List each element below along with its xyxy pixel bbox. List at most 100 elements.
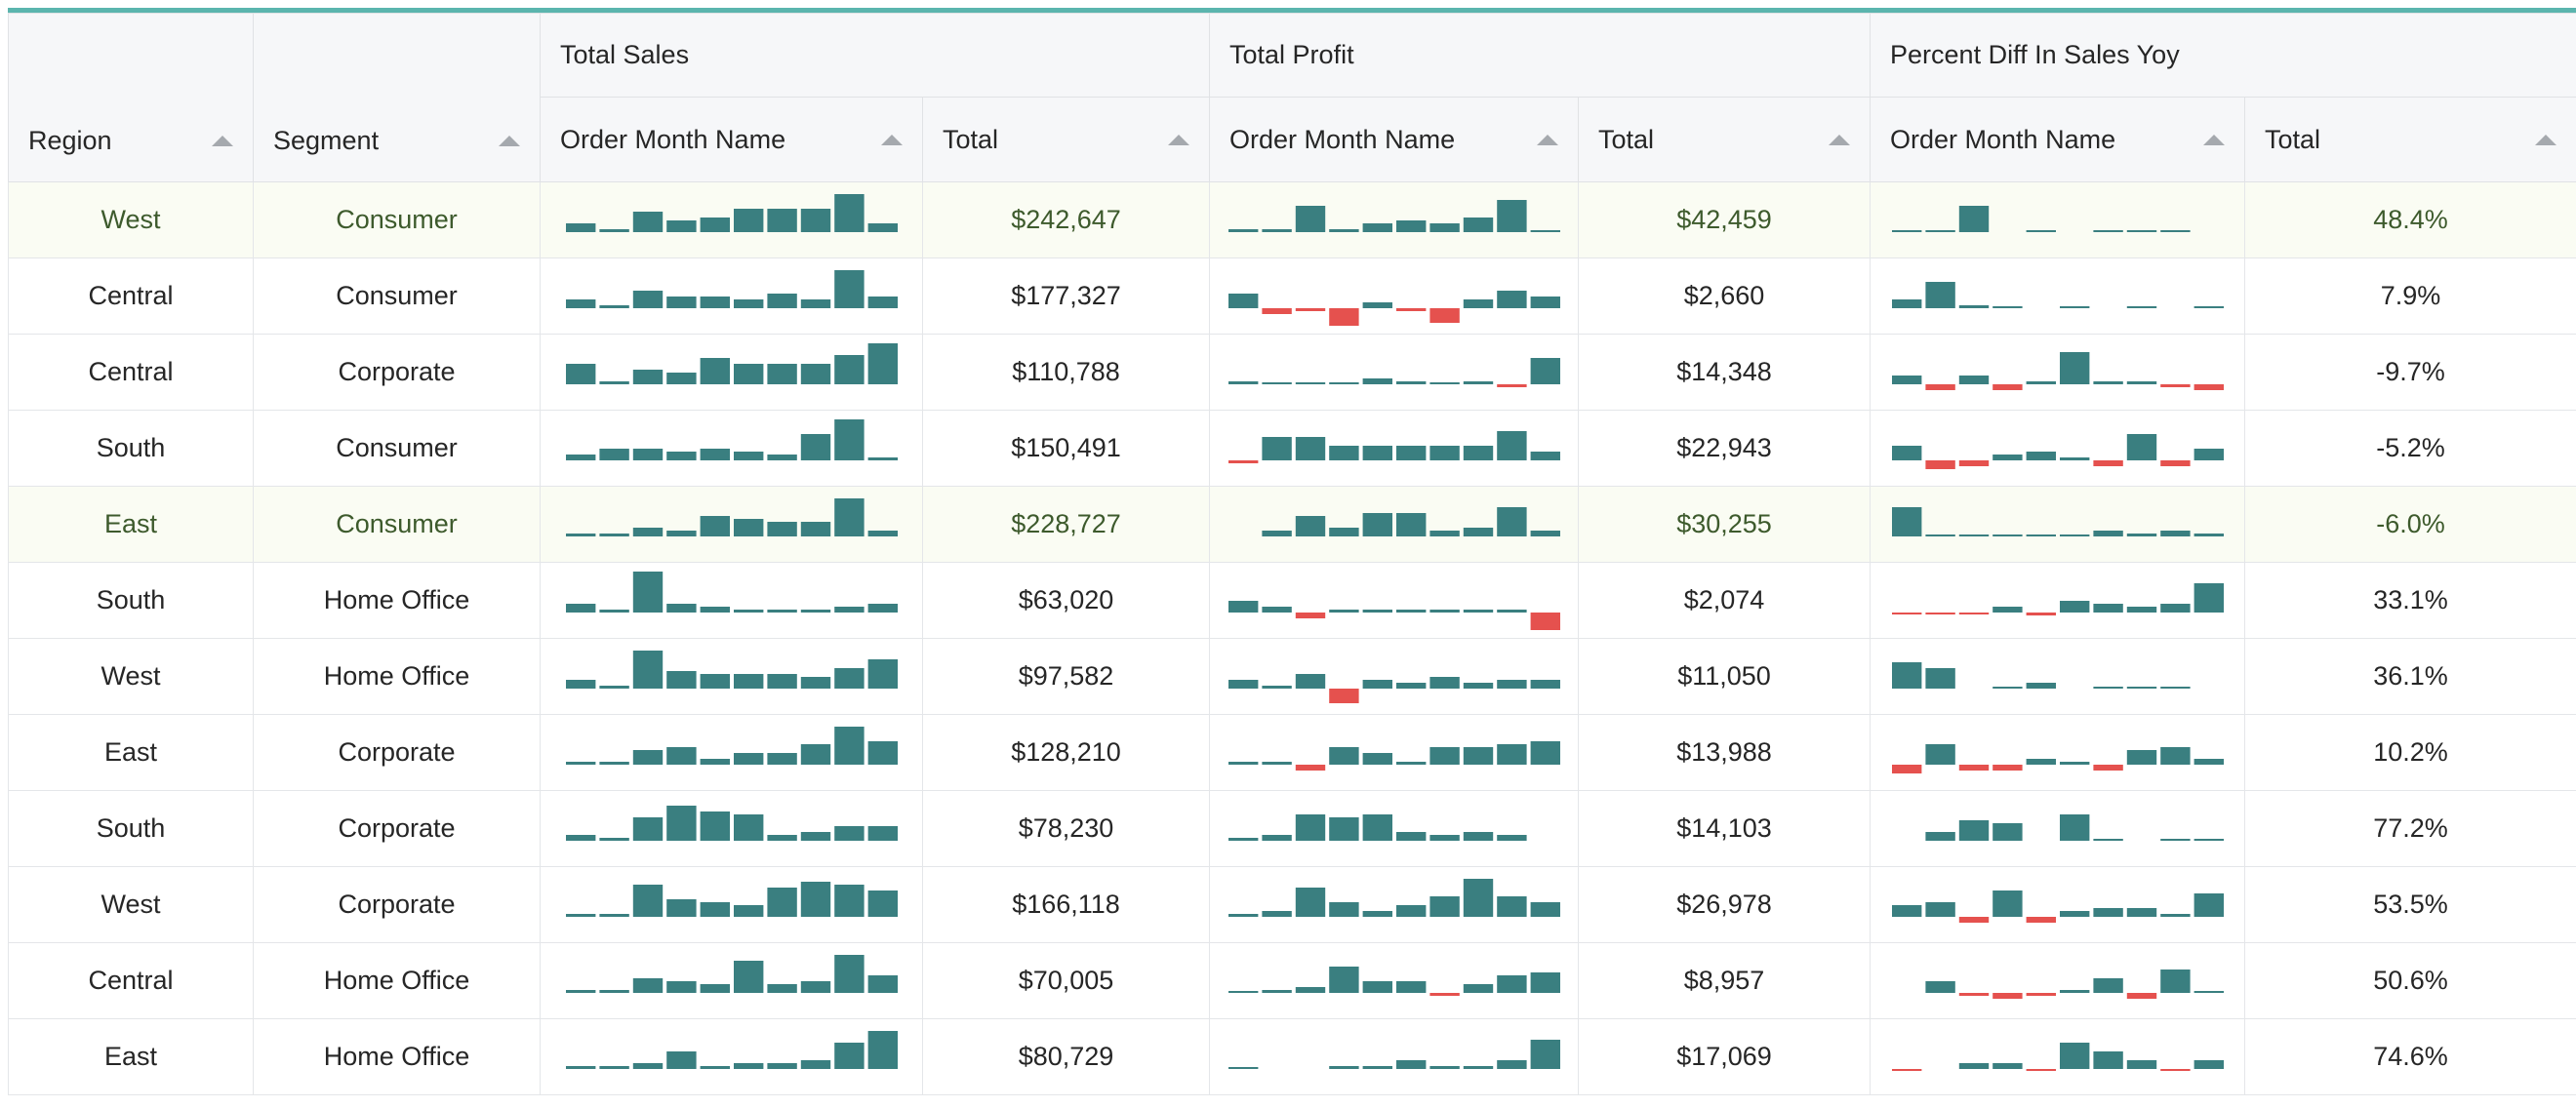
sparkline-bar <box>598 1065 629 1069</box>
sparkline-bar <box>1228 228 1258 232</box>
header-row-measures: Order Month Name Total Order Month Name … <box>9 97 2576 182</box>
sort-ascending-icon[interactable] <box>1829 135 1851 145</box>
column-header-profit-total[interactable]: Total <box>1578 97 1872 182</box>
sparkline-bar <box>2126 1059 2156 1069</box>
sparkline-bar <box>1891 298 1921 308</box>
column-header-sales-month[interactable]: Order Month Name <box>540 97 923 182</box>
table-row[interactable]: East Consumer $228,727 $30,255 -6.0% <box>8 486 2576 563</box>
sparkline-bar <box>1328 688 1359 703</box>
column-header-segment[interactable]: Segment <box>253 13 541 182</box>
column-header-pct-total[interactable]: Total <box>2244 97 2576 182</box>
sparkline-bar <box>733 363 763 384</box>
sparkline-bar <box>2092 229 2123 232</box>
column-header-pct-month[interactable]: Order Month Name <box>1870 97 2246 182</box>
column-header-sales-total[interactable]: Total <box>921 97 1211 182</box>
sort-ascending-icon[interactable] <box>212 136 233 146</box>
table-row[interactable]: West Consumer $242,647 $42,459 48.4% <box>8 181 2576 258</box>
sparkline-bar <box>2026 612 2056 615</box>
sparkline-bar <box>565 454 595 460</box>
sparkline-bar <box>1992 822 2023 841</box>
sparkline-bar <box>1958 205 1989 232</box>
region-cell: West <box>8 638 254 715</box>
table-body: West Consumer $242,647 $42,459 48.4% Central C… <box>8 181 2576 1095</box>
sort-ascending-icon[interactable] <box>1537 135 1559 145</box>
sparkline-bar <box>2026 451 2056 460</box>
sparkline-bar <box>800 433 830 460</box>
table-row[interactable]: South Home Office $63,020 $2,074 33.1% <box>8 562 2576 639</box>
sparkline-bar <box>1992 534 2023 536</box>
sales-total-cell: $97,582 <box>921 638 1211 715</box>
sparkline-bar <box>598 609 629 613</box>
sales-sparkline-cell <box>540 181 923 258</box>
sparkline-bar <box>2194 1059 2224 1069</box>
sparkline-bar <box>1295 381 1325 384</box>
pct-diff-sparkline <box>1891 1042 2224 1071</box>
sparkline-bar <box>1261 910 1292 917</box>
sales-sparkline-cell <box>540 714 923 791</box>
table-row[interactable]: Central Corporate $110,788 $14,348 -9.7% <box>8 334 2576 411</box>
profit-sparkline-cell <box>1209 410 1580 487</box>
sort-ascending-icon[interactable] <box>881 135 903 145</box>
table-row[interactable]: South Consumer $150,491 $22,943 -5.2% <box>8 410 2576 487</box>
sparkline-bar <box>733 1062 763 1069</box>
sparkline-bar <box>1891 904 1921 917</box>
sparkline-bar <box>700 1065 730 1069</box>
sales-total-cell: $78,230 <box>921 790 1211 867</box>
sparkline-bar <box>1429 895 1460 917</box>
table-row[interactable]: East Home Office $80,729 $17,069 74.6% <box>8 1018 2576 1095</box>
sparkline-bar <box>2059 534 2089 536</box>
sales-total-cell: $177,327 <box>921 257 1211 335</box>
segment-cell: Corporate <box>253 866 541 943</box>
column-header-label: Total <box>2265 124 2321 154</box>
sparkline-bar <box>1958 764 1989 771</box>
sort-ascending-icon[interactable] <box>2203 135 2226 145</box>
table-row[interactable]: West Corporate $166,118 $26,978 53.5% <box>8 866 2576 943</box>
sparkline-bar <box>766 454 797 460</box>
sparkline-bar <box>2126 992 2156 999</box>
profit-total-cell: $26,978 <box>1578 866 1872 943</box>
sort-ascending-icon[interactable] <box>499 136 520 146</box>
sort-ascending-icon[interactable] <box>2535 135 2557 145</box>
sparkline-bar <box>700 983 730 993</box>
sparkline-bar <box>833 884 865 917</box>
pct-diff-total-cell: 7.9% <box>2244 257 2576 335</box>
pct-diff-sparkline <box>1924 813 2224 841</box>
sparkline-bar <box>2026 229 2056 232</box>
sparkline-bar <box>2026 916 2056 923</box>
table-row[interactable]: Central Consumer $177,327 $2,660 7.9% <box>8 257 2576 335</box>
sparkline-bar <box>800 676 830 689</box>
sparkline-bar <box>867 342 898 384</box>
table-row[interactable]: West Home Office $97,582 $11,050 36.1% <box>8 638 2576 715</box>
sparkline-bar <box>2059 761 2089 765</box>
profit-sparkline <box>1228 290 1560 326</box>
table-row[interactable]: Central Home Office $70,005 $8,957 50.6% <box>8 942 2576 1019</box>
sparkline-bar <box>1530 679 1560 689</box>
sparkline-bar <box>1362 1065 1392 1069</box>
sparkline-bar <box>867 222 898 232</box>
region-cell: South <box>8 790 254 867</box>
column-header-profit-month[interactable]: Order Month Name <box>1209 97 1580 182</box>
sparkline-bar <box>733 451 763 460</box>
sparkline-bar <box>1992 454 2023 460</box>
sparkline-bar <box>1362 679 1392 689</box>
pct-diff-total-cell: 36.1% <box>2244 638 2576 715</box>
sparkline-bar <box>1992 992 2023 999</box>
sparkline-bar <box>598 685 629 689</box>
table-row[interactable]: East Corporate $128,210 $13,988 10.2% <box>8 714 2576 791</box>
pct-diff-total-cell: -9.7% <box>2244 334 2576 411</box>
sparkline-bar <box>1496 974 1527 993</box>
sparkline-bar <box>2159 913 2191 917</box>
sparkline-bar <box>800 609 830 613</box>
sparkline-bar <box>2159 383 2191 387</box>
sparkline-bar <box>2159 746 2191 765</box>
column-header-region[interactable]: Region <box>8 13 254 182</box>
sparkline-bar <box>1530 740 1560 765</box>
sparkline-bar <box>800 881 830 917</box>
pct-diff-total-cell: 33.1% <box>2244 562 2576 639</box>
sparkline-bar <box>2059 813 2089 841</box>
sparkline-bar <box>665 1050 697 1069</box>
table-row[interactable]: South Corporate $78,230 $14,103 77.2% <box>8 790 2576 867</box>
sort-ascending-icon[interactable] <box>1168 135 1190 145</box>
sparkline-bar <box>665 670 697 689</box>
column-header-label: Segment <box>273 126 380 155</box>
